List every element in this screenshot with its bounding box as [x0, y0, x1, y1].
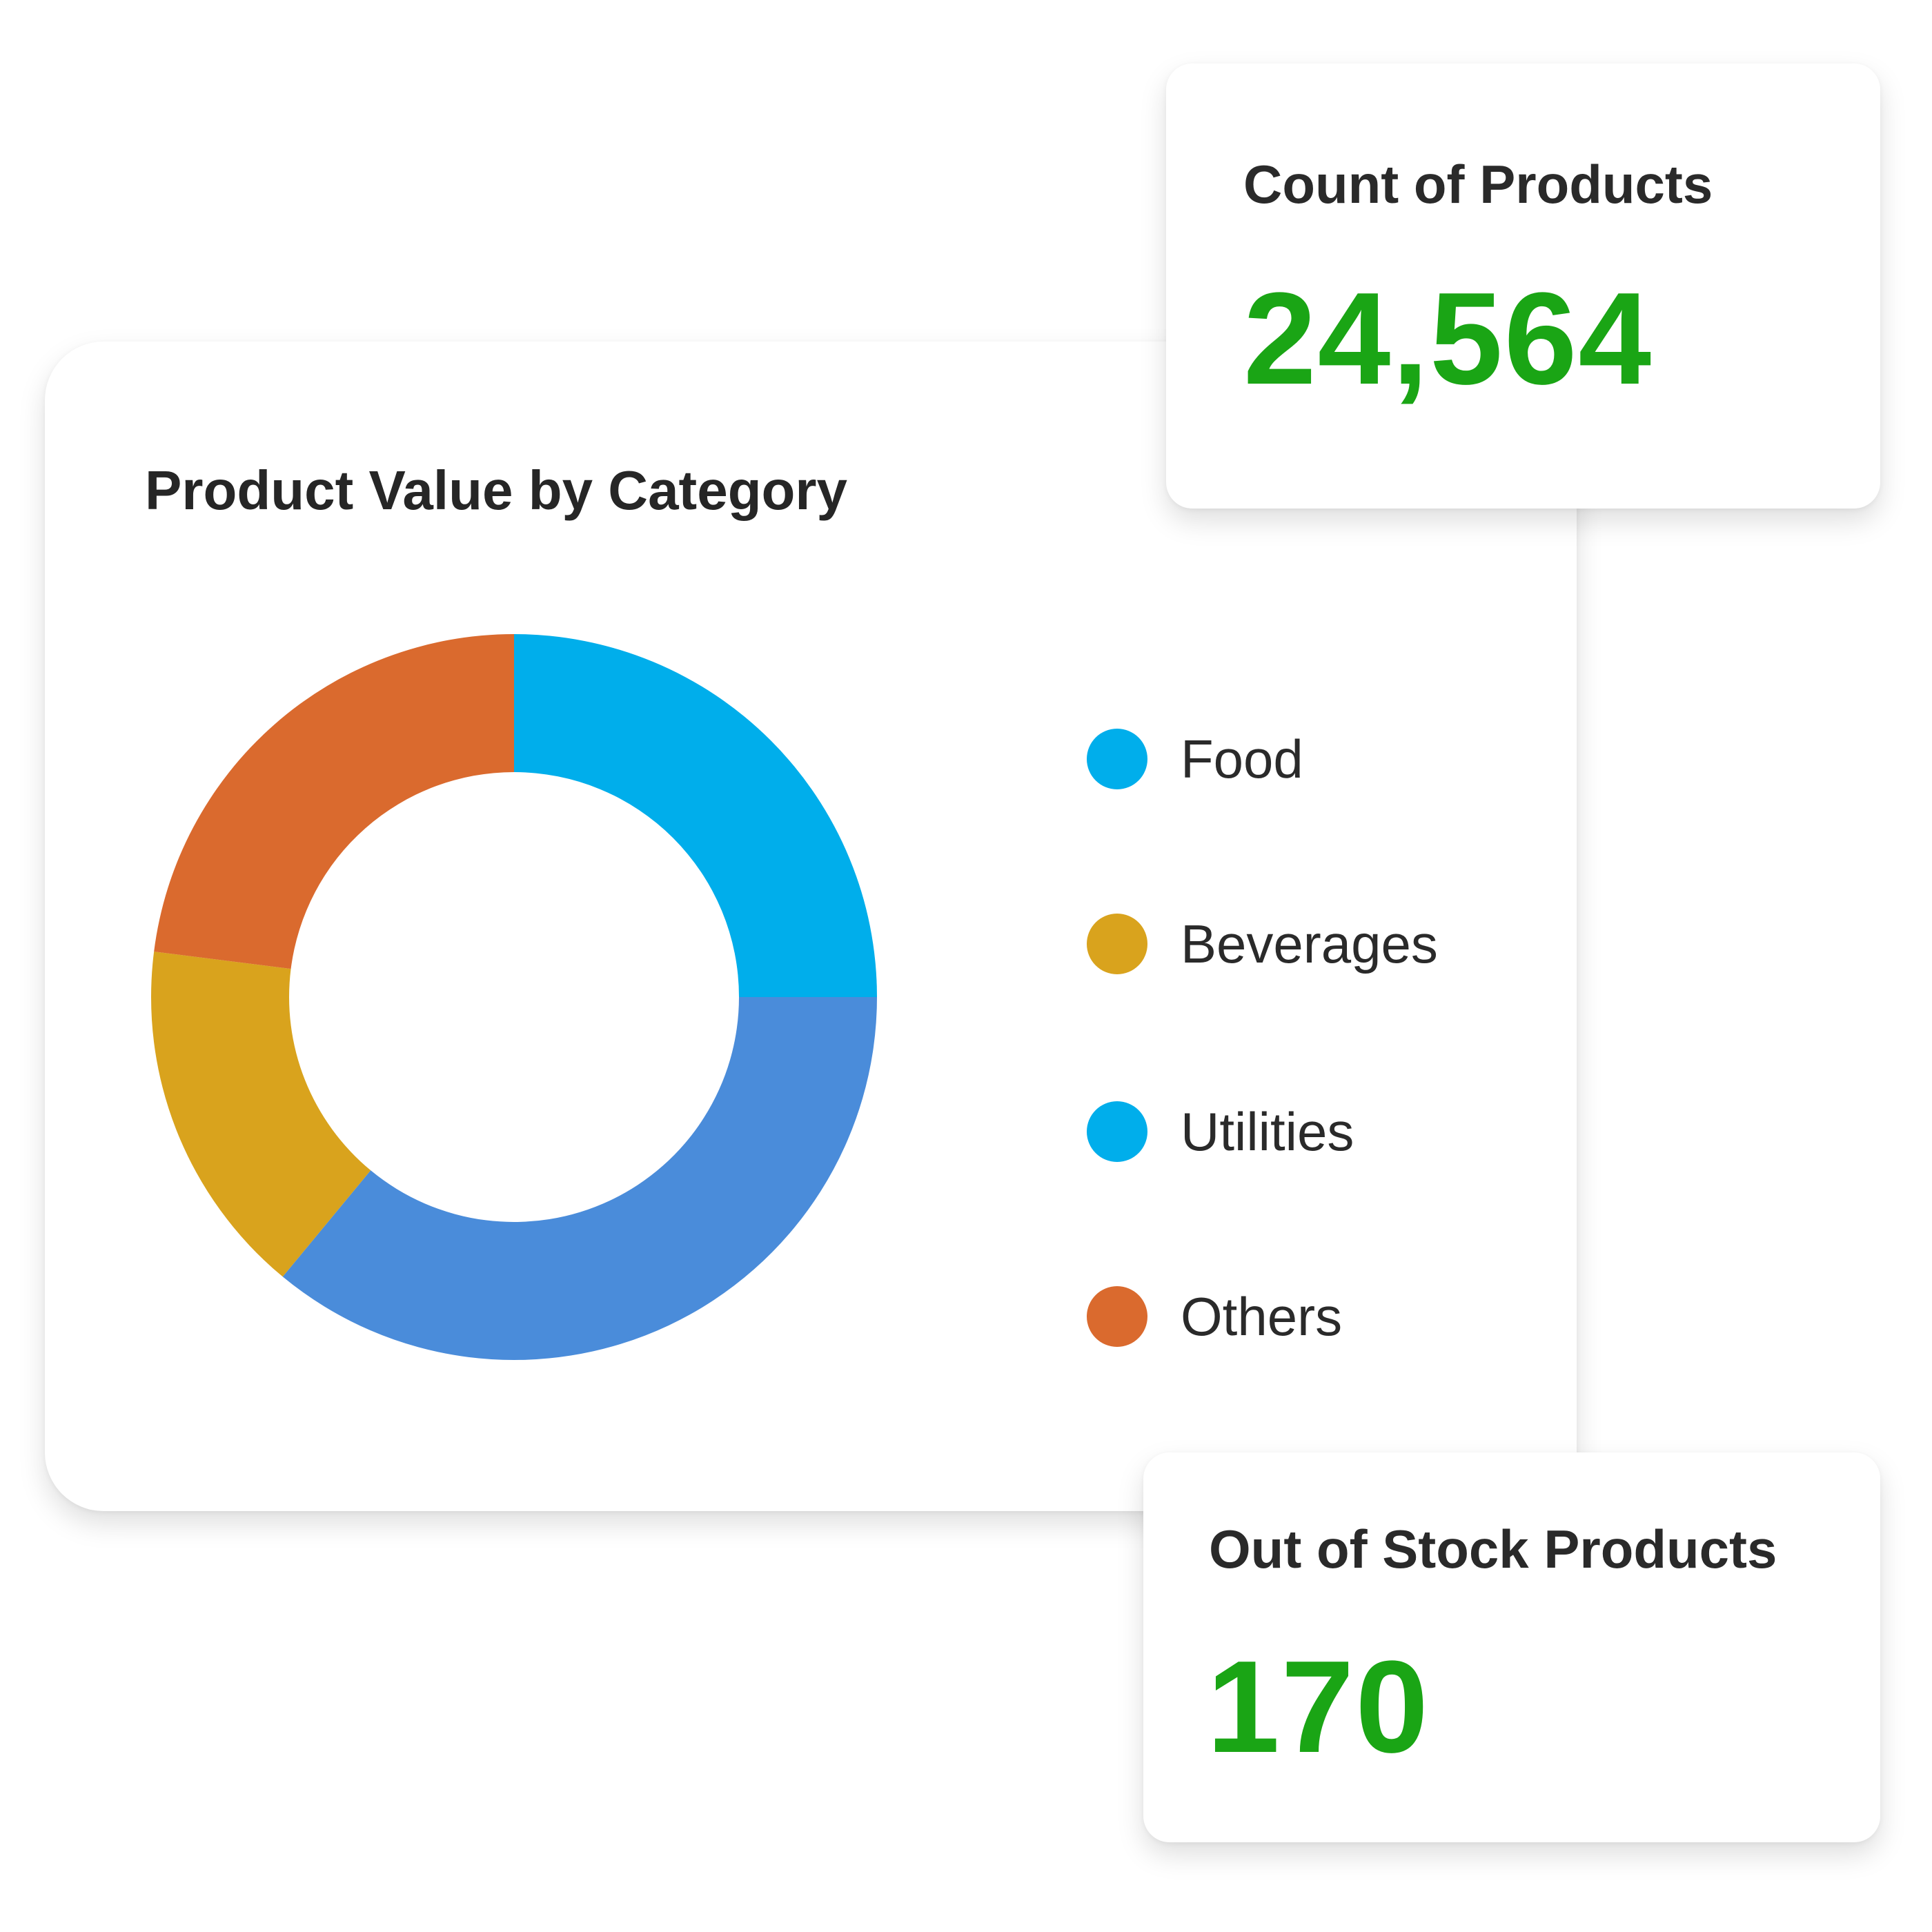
kpi-value-count-of-products: 24,564 — [1243, 266, 1653, 412]
legend-label-others: Others — [1181, 1285, 1343, 1347]
legend-item-beverages: Beverages — [1087, 913, 1570, 975]
donut-slice-beverages — [150, 952, 371, 1277]
kpi-value-out-of-stock: 170 — [1207, 1634, 1430, 1780]
legend-label-utilities: Utilities — [1181, 1101, 1354, 1162]
kpi-card-out-of-stock: Out of Stock Products 170 — [1143, 1452, 1880, 1842]
chart-card: Product Value by Category Food Beverages… — [45, 342, 1577, 1511]
legend-item-others: Others — [1087, 1285, 1570, 1348]
kpi-card-count-of-products: Count of Products 24,564 — [1166, 63, 1880, 509]
kpi-title-count-of-products: Count of Products — [1243, 154, 1713, 215]
donut-slice-others — [154, 634, 514, 969]
legend-item-utilities: Utilities — [1087, 1101, 1570, 1163]
legend-dot-beverages — [1087, 914, 1147, 974]
donut-slice-utilities — [282, 997, 877, 1360]
legend-dot-utilities — [1087, 1101, 1147, 1162]
legend-item-food: Food — [1087, 728, 1570, 790]
legend-dot-others — [1087, 1286, 1147, 1347]
donut-chart — [150, 634, 877, 1360]
legend-label-food: Food — [1181, 728, 1303, 789]
donut-slice-food — [514, 634, 877, 997]
legend-label-beverages: Beverages — [1181, 913, 1438, 974]
legend-dot-food — [1087, 729, 1147, 789]
chart-title: Product Value by Category — [145, 460, 848, 521]
kpi-title-out-of-stock: Out of Stock Products — [1209, 1519, 1777, 1579]
